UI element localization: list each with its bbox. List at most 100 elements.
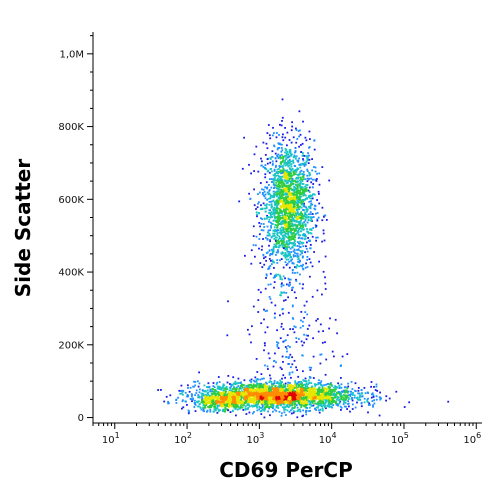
data-point	[284, 202, 287, 205]
data-point	[310, 177, 313, 180]
data-point	[204, 398, 207, 400]
data-point	[286, 232, 288, 235]
data-point	[197, 396, 199, 399]
data-point	[193, 380, 195, 383]
data-point	[288, 216, 291, 219]
data-point	[320, 390, 323, 393]
data-point	[287, 258, 290, 261]
data-point	[280, 190, 283, 193]
data-point	[207, 401, 210, 404]
data-point	[241, 167, 244, 170]
data-point	[271, 164, 274, 166]
data-point	[297, 221, 300, 223]
data-point	[203, 406, 205, 409]
data-point	[295, 252, 298, 255]
data-point	[275, 400, 278, 403]
data-point	[302, 183, 305, 185]
data-point	[296, 213, 298, 215]
data-point	[294, 380, 297, 383]
data-point	[198, 371, 200, 374]
data-point	[264, 383, 266, 385]
data-point	[321, 219, 324, 222]
data-point	[329, 396, 332, 399]
data-point	[291, 387, 294, 389]
data-point	[273, 232, 276, 235]
data-point	[287, 186, 290, 189]
data-point	[249, 198, 252, 200]
data-point	[212, 385, 215, 387]
data-point	[297, 229, 299, 232]
data-point	[220, 396, 222, 399]
data-point	[259, 396, 262, 399]
data-point	[288, 252, 291, 254]
data-point	[270, 206, 273, 209]
data-point	[302, 120, 304, 123]
data-point	[306, 174, 309, 177]
data-point	[248, 163, 250, 166]
data-point	[219, 388, 221, 391]
data-point	[305, 186, 308, 189]
data-point	[363, 401, 366, 404]
data-point	[231, 409, 234, 412]
data-point	[269, 399, 272, 401]
data-point	[278, 399, 281, 402]
data-point	[181, 407, 183, 410]
data-point	[279, 275, 282, 278]
data-point	[309, 394, 312, 396]
data-point	[234, 401, 237, 404]
data-point	[256, 382, 258, 385]
data-point	[270, 211, 273, 213]
data-point	[298, 185, 301, 187]
data-point	[187, 412, 190, 415]
data-point	[261, 403, 264, 406]
data-point	[157, 389, 159, 391]
data-point	[216, 407, 219, 410]
data-point	[240, 398, 242, 401]
data-point	[317, 190, 320, 193]
data-point	[225, 396, 227, 398]
data-point	[276, 202, 279, 205]
data-point	[247, 393, 250, 395]
data-point	[285, 197, 287, 200]
data-point	[213, 408, 216, 411]
data-point	[201, 399, 203, 402]
data-point	[285, 393, 288, 396]
data-point	[310, 219, 313, 222]
data-point	[285, 193, 288, 196]
data-point	[300, 218, 303, 220]
data-point	[306, 208, 309, 211]
data-point	[291, 246, 293, 249]
data-point	[303, 155, 306, 157]
data-point	[329, 386, 331, 389]
data-point	[345, 397, 348, 400]
data-point	[308, 228, 311, 231]
data-point	[305, 262, 307, 265]
data-point	[304, 389, 307, 391]
data-point	[283, 219, 286, 222]
data-point	[351, 388, 354, 390]
data-point	[275, 405, 278, 408]
data-point	[222, 389, 225, 392]
data-point	[304, 387, 307, 390]
data-point	[272, 219, 275, 222]
data-point	[280, 216, 283, 219]
data-point	[230, 405, 233, 408]
data-point	[295, 391, 298, 394]
data-point	[317, 388, 319, 391]
data-point	[247, 399, 250, 402]
data-point	[287, 204, 290, 207]
data-point	[319, 398, 322, 400]
data-point	[265, 274, 268, 277]
data-point	[288, 250, 290, 253]
data-point	[309, 197, 312, 200]
data-point	[279, 157, 282, 160]
data-point	[304, 218, 307, 221]
data-point	[277, 153, 280, 156]
data-point	[283, 397, 285, 399]
data-point	[298, 110, 301, 113]
data-point	[356, 398, 359, 401]
data-point	[224, 399, 227, 401]
data-point	[321, 387, 324, 390]
data-point	[222, 408, 224, 411]
data-point	[302, 398, 305, 401]
